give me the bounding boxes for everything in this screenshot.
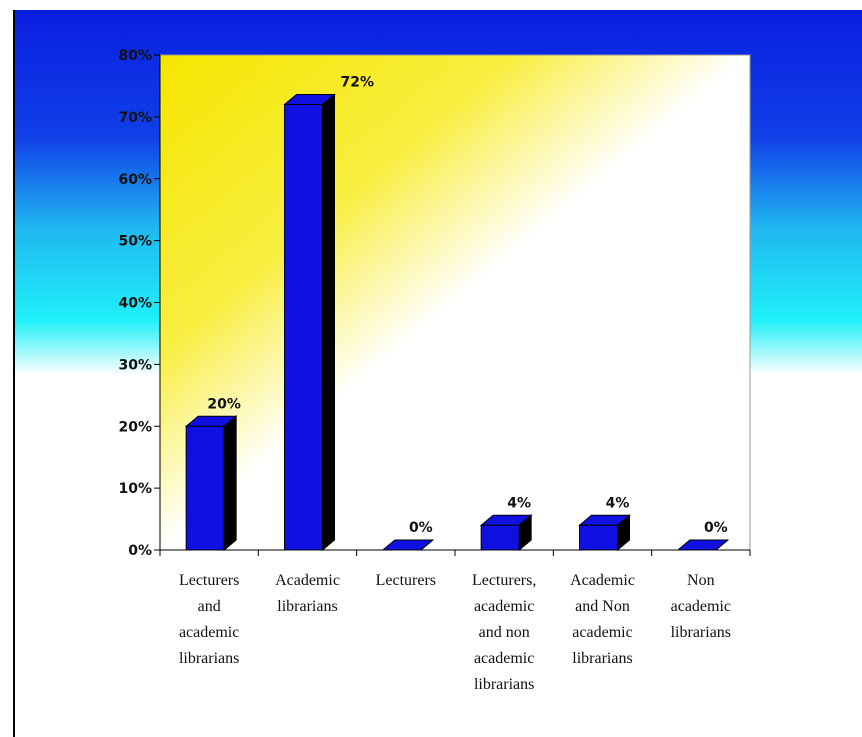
- y-tick-label: 20%: [118, 419, 152, 435]
- value-label: 4%: [507, 495, 531, 511]
- y-tick-label: 0%: [128, 543, 152, 559]
- bar: [480, 524, 520, 551]
- bar: [579, 524, 618, 551]
- x-tick-label: Academic librarians: [275, 572, 340, 615]
- y-tick-label: 70%: [118, 110, 152, 126]
- value-label: 0%: [409, 520, 433, 536]
- bar: [185, 425, 225, 551]
- plot-area: [159, 54, 751, 551]
- x-tick-label: Lecturers, academic and non academic librari…: [472, 572, 536, 693]
- y-tick-label: 60%: [118, 172, 152, 188]
- value-label: 20%: [207, 396, 241, 412]
- value-label: 72%: [341, 75, 375, 91]
- x-tick-label: Academic and Non academic librarians: [570, 572, 635, 667]
- x-tick-label: Non academic librarians: [671, 572, 731, 641]
- x-tick-label: Lecturers and academic librarians: [179, 572, 239, 667]
- bar-side: [322, 93, 335, 552]
- bar-top: [381, 539, 435, 551]
- y-tick-label: 30%: [118, 357, 152, 373]
- y-tick-label: 40%: [118, 296, 152, 312]
- bar: [284, 104, 323, 551]
- y-tick-label: 10%: [118, 481, 152, 497]
- y-tick-label: 80%: [118, 48, 152, 64]
- bar-top: [676, 539, 730, 551]
- bar-side: [223, 415, 237, 552]
- value-label: 4%: [606, 495, 630, 511]
- x-tick-label: Lecturers: [376, 572, 436, 589]
- value-label: 0%: [704, 520, 728, 536]
- y-tick-label: 50%: [118, 234, 152, 250]
